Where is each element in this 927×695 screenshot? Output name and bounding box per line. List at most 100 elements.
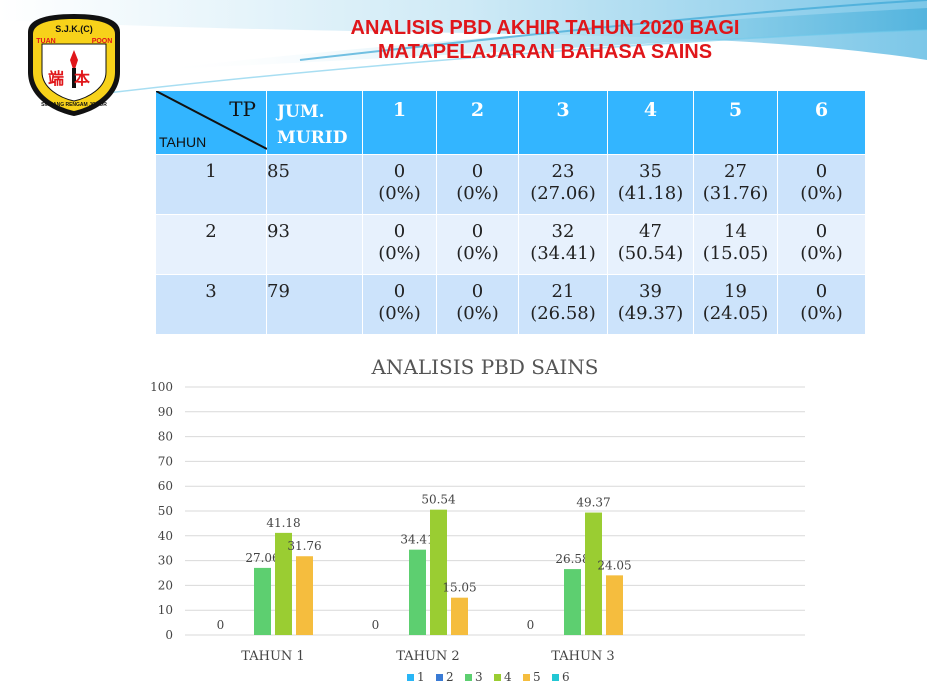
data-label: 27.06 xyxy=(245,551,279,565)
legend-swatch-2 xyxy=(436,674,443,681)
cell-level-1: 0 (0%) xyxy=(362,274,437,335)
legend-label-5: 5 xyxy=(533,670,541,684)
cell-percent: (0%) xyxy=(800,183,843,204)
cell-tahun: 1 xyxy=(155,154,267,215)
y-tick-label: 80 xyxy=(158,430,173,444)
bar-series-3 xyxy=(564,569,581,635)
cell-level-5: 14 (15.05) xyxy=(693,214,778,275)
legend-label-4: 4 xyxy=(504,670,512,684)
header-jum-line1: JUM. xyxy=(277,102,325,122)
data-label: 50.54 xyxy=(421,493,456,507)
legend-swatch-5 xyxy=(523,674,530,681)
table-row: 1 85 0 (0%) 0 (0%) 23 (27.06) 35 (41.18) 27 (31.76)… xyxy=(155,154,866,215)
header-jum-murid: JUM. MURID xyxy=(266,90,363,155)
cell-level-4: 35 (41.18) xyxy=(607,154,694,215)
cell-count: 0 xyxy=(815,221,828,242)
cell-count: 14 xyxy=(724,221,747,242)
y-tick-label: 60 xyxy=(158,479,173,493)
y-tick-label: 90 xyxy=(158,405,173,419)
y-tick-label: 0 xyxy=(165,628,173,642)
x-tick-label: TAHUN 1 xyxy=(241,649,304,664)
data-label: 24.05 xyxy=(597,558,631,572)
cell-percent: (15.05) xyxy=(702,243,769,264)
header-tahun: TAHUN xyxy=(159,134,207,150)
cell-count: 0 xyxy=(815,281,828,302)
header-level-6: 6 xyxy=(777,90,866,155)
header-level-1: 1 xyxy=(362,90,437,155)
bar-series-5 xyxy=(451,597,468,635)
school-logo: S.J.K.(C) TUAN POON 端本 SIMPANG RENGAM JO… xyxy=(28,14,120,116)
cell-count: 0 xyxy=(393,281,406,302)
cell-level-2: 0 (0%) xyxy=(436,154,519,215)
cell-jum-murid: 85 xyxy=(266,154,363,215)
table-header-row: TP TAHUN JUM. MURID 1 2 3 4 5 6 xyxy=(155,90,866,155)
cell-level-1: 0 (0%) xyxy=(362,154,437,215)
legend-swatch-3 xyxy=(465,674,472,681)
cell-percent: (0%) xyxy=(800,243,843,264)
cell-count: 19 xyxy=(724,281,747,302)
header-level-2: 2 xyxy=(436,90,519,155)
slide-title-line2: MATAPELAJARAN BAHASA SAINS xyxy=(377,41,713,63)
diagonal-line xyxy=(156,91,267,150)
x-tick-label: TAHUN 3 xyxy=(551,649,614,664)
y-tick-label: 50 xyxy=(158,504,173,518)
cell-percent: (24.05) xyxy=(702,303,769,324)
x-tick-label: TAHUN 2 xyxy=(396,649,459,664)
legend-swatch-6 xyxy=(552,674,559,681)
bar-series-3 xyxy=(409,549,426,635)
legend-label-1: 1 xyxy=(417,670,425,684)
header-tp-tahun-cell: TP TAHUN xyxy=(155,90,267,155)
data-label: 26.58 xyxy=(555,552,589,566)
data-label: 41.18 xyxy=(266,516,300,530)
table-row: 2 93 0 (0%) 0 (0%) 32 (34.41) 47 (50.54) 14 (15.05)… xyxy=(155,214,866,275)
cell-level-2: 0 (0%) xyxy=(436,274,519,335)
y-tick-label: 10 xyxy=(158,603,173,617)
cell-count: 0 xyxy=(393,221,406,242)
legend-label-3: 3 xyxy=(475,670,483,684)
data-label: 0 xyxy=(372,618,380,632)
cell-level-3: 32 (34.41) xyxy=(518,214,608,275)
cell-level-2: 0 (0%) xyxy=(436,214,519,275)
cell-jum-murid: 79 xyxy=(266,274,363,335)
data-label: 15.05 xyxy=(442,581,476,595)
table-row: 3 79 0 (0%) 0 (0%) 21 (26.58) 39 (49.37) 19 (24.05)… xyxy=(155,274,866,335)
cell-percent: (0%) xyxy=(456,243,499,264)
cell-count: 27 xyxy=(724,161,747,182)
cell-count: 0 xyxy=(471,281,484,302)
header-level-3: 3 xyxy=(518,90,608,155)
bar-series-5 xyxy=(296,556,313,635)
cell-count: 23 xyxy=(551,161,575,182)
header-level-5: 5 xyxy=(693,90,778,155)
legend-label-6: 6 xyxy=(562,670,570,684)
slide-title-line1: ANALISIS PBD AKHIR TAHUN 2020 BAGI xyxy=(350,17,740,39)
logo-right-word: POON xyxy=(92,38,113,45)
cell-count: 21 xyxy=(551,281,575,302)
cell-count: 32 xyxy=(551,221,575,242)
pbd-bar-chart: ANALISIS PBD SAINS0102030405060708090100… xyxy=(150,355,805,684)
header-swoosh xyxy=(0,0,927,96)
header-level-4: 4 xyxy=(607,90,694,155)
cell-count: 0 xyxy=(471,161,484,182)
y-tick-label: 100 xyxy=(150,380,173,394)
cell-percent: (0%) xyxy=(800,303,843,324)
cell-percent: (0%) xyxy=(378,183,421,204)
cell-level-3: 23 (27.06) xyxy=(518,154,608,215)
cell-level-1: 0 (0%) xyxy=(362,214,437,275)
cell-percent: (49.37) xyxy=(617,303,684,324)
y-tick-label: 20 xyxy=(158,578,173,592)
cell-level-3: 21 (26.58) xyxy=(518,274,608,335)
cell-level-5: 27 (31.76) xyxy=(693,154,778,215)
y-tick-label: 30 xyxy=(158,554,173,568)
cell-tahun: 3 xyxy=(155,274,267,335)
y-tick-label: 40 xyxy=(158,529,173,543)
cell-count: 0 xyxy=(815,161,828,182)
legend-swatch-1 xyxy=(407,674,414,681)
logo-chars: 端本 xyxy=(48,69,100,88)
cell-percent: (41.18) xyxy=(617,183,684,204)
bar-series-5 xyxy=(606,575,623,635)
logo-left-word: TUAN xyxy=(36,38,55,45)
y-tick-label: 70 xyxy=(158,454,173,468)
cell-percent: (0%) xyxy=(456,183,499,204)
cell-percent: (50.54) xyxy=(617,243,684,264)
data-label: 31.76 xyxy=(287,539,321,553)
